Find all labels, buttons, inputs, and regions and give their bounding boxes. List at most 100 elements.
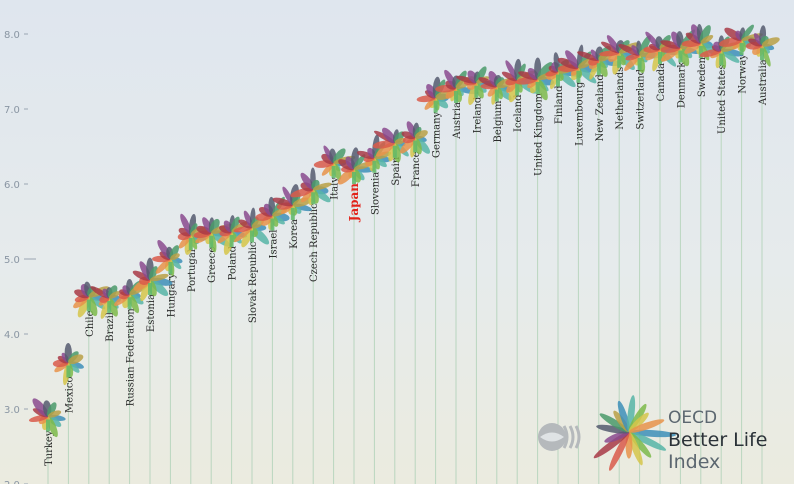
flower-stalk xyxy=(617,55,622,68)
petal xyxy=(170,253,180,261)
country-flower[interactable] xyxy=(699,35,744,69)
petal xyxy=(332,148,346,164)
petal xyxy=(272,197,293,207)
oecd-eye xyxy=(540,432,564,442)
country-flower[interactable] xyxy=(718,23,763,55)
country-flower[interactable] xyxy=(131,257,173,303)
brand-petal xyxy=(628,431,667,451)
oecd-arc xyxy=(574,425,581,449)
country-label[interactable]: Chile xyxy=(85,310,96,336)
country-label[interactable]: Ireland xyxy=(472,96,483,133)
flower-stalk xyxy=(107,301,112,313)
country-label[interactable]: France xyxy=(411,151,422,187)
brand-petal xyxy=(608,431,630,471)
country-label[interactable]: Greece xyxy=(207,247,218,283)
flower-stalk xyxy=(188,238,193,250)
country-label[interactable]: Russian Federation xyxy=(126,308,137,407)
country-label[interactable]: Norway xyxy=(738,54,749,94)
country-label[interactable]: Germany xyxy=(432,111,443,158)
country-label[interactable]: Luxembourg xyxy=(574,81,585,146)
country-label[interactable]: Estonia xyxy=(146,294,157,332)
flower-stalk xyxy=(535,82,540,94)
country-label[interactable]: United Kingdom xyxy=(534,92,545,176)
petal xyxy=(46,402,57,417)
branding: OECD Better Life Index xyxy=(538,395,767,473)
brand-petal xyxy=(628,412,649,433)
petal xyxy=(721,49,740,63)
country-label[interactable]: Portugal xyxy=(187,249,198,292)
flower-stalk xyxy=(739,43,744,55)
country-flower[interactable] xyxy=(89,284,121,320)
flower-stalk xyxy=(494,89,499,102)
country-flower[interactable] xyxy=(233,207,272,248)
country-flower[interactable] xyxy=(398,120,433,158)
petal xyxy=(487,86,498,97)
country-flower[interactable] xyxy=(177,213,209,256)
flower-stalk xyxy=(148,283,152,295)
country-flower[interactable] xyxy=(289,167,332,206)
flower-stalk xyxy=(637,58,642,70)
country-label[interactable]: Denmark xyxy=(676,61,687,109)
country-label[interactable]: Czech Republic xyxy=(309,203,320,282)
y-tick-label: 5.0 xyxy=(4,255,20,266)
petal xyxy=(565,50,580,69)
country-flower[interactable] xyxy=(335,147,377,187)
petal xyxy=(148,266,158,281)
brand-index: Index xyxy=(668,451,720,473)
flower-stalk xyxy=(352,172,356,184)
country-label[interactable]: Slovenia xyxy=(370,172,381,215)
petal xyxy=(300,172,314,190)
y-tick-label: 7.0 xyxy=(4,105,20,116)
country-label[interactable]: Korea xyxy=(289,219,300,249)
country-label[interactable]: Iceland xyxy=(513,94,524,132)
country-flower[interactable] xyxy=(515,57,558,101)
y-tick-label: 4.0 xyxy=(4,330,20,341)
country-label[interactable]: Belgium xyxy=(493,100,504,143)
country-label[interactable]: Sweden xyxy=(697,56,708,97)
country-label[interactable]: United States xyxy=(717,65,728,134)
oecd-arc xyxy=(562,425,569,449)
country-label[interactable]: Slovak Republic xyxy=(248,241,259,323)
brand-better-life: Better Life xyxy=(668,429,767,451)
country-label[interactable]: Brazil xyxy=(105,312,116,342)
country-label[interactable]: Austria xyxy=(452,102,463,140)
brand-petal xyxy=(604,431,630,443)
country-flower[interactable] xyxy=(52,342,84,386)
country-label[interactable]: Hungary xyxy=(166,273,177,318)
petal xyxy=(47,410,62,418)
country-label[interactable]: Switzerland xyxy=(636,68,647,129)
country-label[interactable]: Australia xyxy=(758,59,769,106)
brand-petal xyxy=(596,424,630,434)
flower-stalk xyxy=(311,192,316,205)
country-label[interactable]: New Zealand xyxy=(595,74,606,142)
oecd-arc xyxy=(568,425,575,449)
country-label[interactable]: Italy xyxy=(330,177,341,200)
country-flower[interactable] xyxy=(745,25,781,67)
flower-stalk xyxy=(760,48,764,61)
petal xyxy=(761,37,780,47)
country-label[interactable]: Spain xyxy=(391,156,402,185)
country-label[interactable]: Turkey xyxy=(44,430,55,466)
country-label[interactable]: Netherlands xyxy=(615,67,626,130)
country-flower[interactable] xyxy=(28,396,66,438)
brand-petal xyxy=(628,419,665,433)
brand-flower-icon xyxy=(593,395,676,471)
petal xyxy=(230,216,240,233)
y-tick-label: 8.0 xyxy=(4,30,20,41)
flower-stalk xyxy=(556,74,560,87)
country-label[interactable]: Israel xyxy=(268,230,279,259)
country-label[interactable]: Mexico xyxy=(64,377,75,414)
country-label[interactable]: Japan xyxy=(347,183,361,223)
country-label[interactable]: Canada xyxy=(656,63,667,101)
petal xyxy=(155,258,171,274)
y-tick-label: 3.0 xyxy=(4,405,20,416)
country-label[interactable]: Poland xyxy=(228,245,239,280)
country-flower[interactable] xyxy=(152,238,183,277)
petal xyxy=(475,66,487,83)
petal xyxy=(536,62,553,80)
country-label[interactable]: Finland xyxy=(554,85,565,124)
country-flower[interactable] xyxy=(255,195,290,231)
country-flower[interactable] xyxy=(556,44,598,85)
flower-stalk xyxy=(250,230,254,243)
